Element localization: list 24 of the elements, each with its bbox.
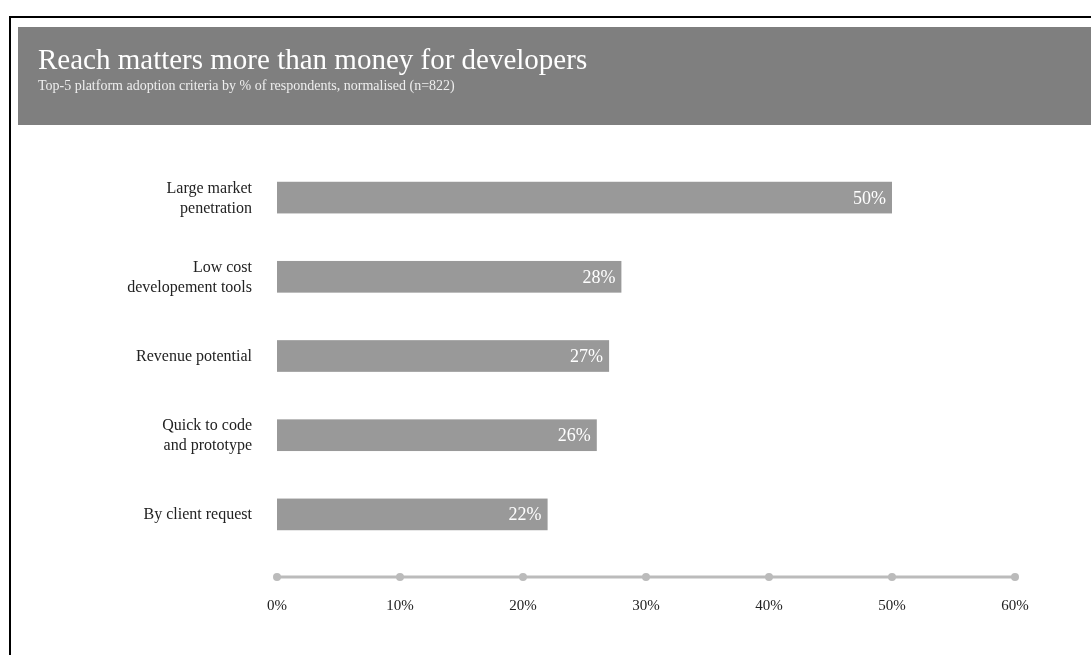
data-label: 27% bbox=[570, 346, 604, 366]
y-tick-label: Large market penetration bbox=[166, 178, 253, 217]
y-tick-label: By client request bbox=[143, 505, 253, 524]
bar bbox=[277, 181, 892, 214]
bar bbox=[277, 340, 610, 372]
x-tick-label: 40% bbox=[755, 597, 783, 613]
x-tick-label: 10% bbox=[386, 597, 414, 613]
y-tick-label: Quick to code and prototype bbox=[162, 416, 252, 455]
y-tick-label: Revenue potential bbox=[136, 347, 253, 365]
x-tick-label: 0% bbox=[267, 597, 287, 613]
bar bbox=[277, 498, 548, 531]
data-label: 22% bbox=[508, 504, 542, 525]
x-tick-label: 30% bbox=[632, 597, 660, 613]
data-label: 28% bbox=[582, 266, 616, 287]
x-tick-label: 20% bbox=[509, 597, 537, 613]
x-tick-label: 50% bbox=[878, 597, 906, 613]
data-label: 50% bbox=[853, 187, 886, 208]
chart-subtitle: Top-5 platform adoption criteria by % of respondents, normalised (n=822) bbox=[38, 78, 456, 94]
y-tick-label: Low cost developement tools bbox=[127, 257, 253, 296]
bar bbox=[277, 260, 622, 293]
x-tick-label: 60% bbox=[1001, 597, 1029, 613]
bar bbox=[277, 419, 597, 452]
chart-title: Reach matters more than money for developers bbox=[38, 43, 588, 75]
data-label: 26% bbox=[557, 425, 591, 446]
